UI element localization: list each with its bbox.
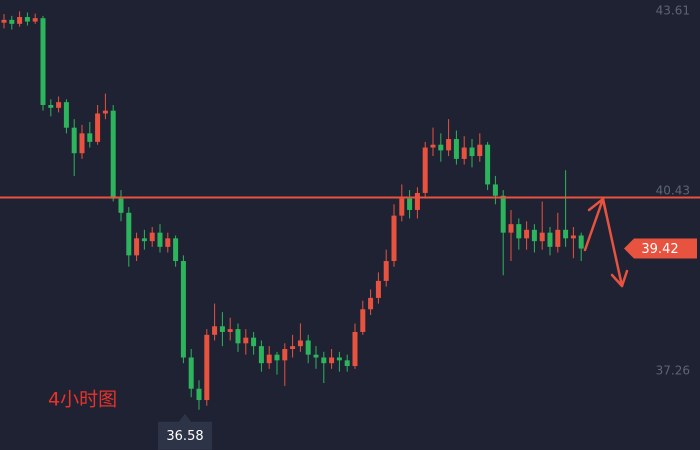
candle-body bbox=[321, 357, 327, 364]
candle-body bbox=[313, 354, 319, 358]
candle-body bbox=[134, 238, 140, 256]
plot-area bbox=[1, 11, 584, 410]
candle-body bbox=[383, 261, 389, 281]
last-price-label: 39.42 bbox=[641, 242, 678, 257]
candle-body bbox=[204, 334, 210, 401]
candle-body bbox=[399, 198, 405, 216]
candle-body bbox=[266, 354, 272, 364]
candle-body bbox=[165, 238, 171, 247]
candle-body bbox=[71, 127, 77, 154]
candle-body bbox=[196, 388, 202, 401]
candle-body bbox=[24, 17, 30, 22]
candle-body bbox=[87, 133, 93, 142]
candle-body bbox=[243, 337, 249, 344]
forecast-path bbox=[583, 197, 624, 288]
candle-body bbox=[352, 331, 358, 367]
candle-body bbox=[492, 184, 498, 196]
candle-body bbox=[212, 326, 218, 335]
candle-body bbox=[180, 261, 186, 358]
candle-body bbox=[290, 346, 296, 349]
candle-body bbox=[438, 144, 444, 151]
annotation-arrows bbox=[583, 197, 629, 288]
candle-body bbox=[9, 19, 15, 24]
candle-body bbox=[118, 198, 124, 213]
candle-body bbox=[157, 232, 163, 247]
y-tick-label: 43.61 bbox=[656, 3, 690, 17]
candle-body bbox=[79, 133, 85, 154]
candle-body bbox=[149, 232, 155, 242]
candle-body bbox=[563, 229, 569, 239]
candle-body bbox=[173, 238, 179, 262]
candle-body bbox=[531, 229, 537, 242]
candle-body bbox=[508, 224, 514, 233]
candle-body bbox=[500, 195, 506, 233]
candle-body bbox=[297, 340, 303, 347]
low-price-label: 36.58 bbox=[166, 429, 203, 444]
candle-body bbox=[32, 18, 38, 22]
candle-body bbox=[360, 309, 366, 332]
candle-body bbox=[516, 224, 522, 239]
candle-body bbox=[539, 232, 545, 242]
candle-body bbox=[329, 357, 335, 364]
candle-body bbox=[48, 104, 54, 108]
candle-body bbox=[188, 357, 194, 389]
candle-body bbox=[102, 110, 108, 114]
low-price-tag bbox=[158, 413, 212, 450]
candle-body bbox=[485, 144, 491, 185]
candle-body bbox=[368, 297, 374, 310]
candle-body bbox=[141, 238, 147, 242]
candle-body bbox=[219, 326, 225, 332]
candle-body bbox=[274, 354, 280, 361]
candle-body bbox=[430, 144, 436, 148]
candle-body bbox=[305, 340, 311, 355]
candle-body bbox=[570, 235, 576, 239]
candle-body bbox=[422, 147, 428, 193]
chart-title: 4小时图 bbox=[48, 389, 117, 411]
candle-body bbox=[282, 348, 288, 361]
candle-body bbox=[227, 329, 233, 332]
candle-body bbox=[17, 17, 23, 24]
arrow-head bbox=[587, 197, 608, 215]
candle-body bbox=[524, 229, 530, 239]
candle-body bbox=[391, 215, 397, 262]
candle-body bbox=[258, 346, 264, 364]
candle-body bbox=[251, 337, 257, 347]
candle-body bbox=[126, 212, 132, 256]
candle-body bbox=[1, 19, 7, 23]
candle-body bbox=[453, 139, 459, 159]
candle-body bbox=[235, 329, 241, 344]
candle-body bbox=[414, 192, 420, 210]
candle-body bbox=[110, 110, 116, 199]
y-tick-label: 40.43 bbox=[656, 184, 690, 198]
last-price-tag bbox=[624, 238, 697, 259]
candle-body bbox=[375, 280, 381, 298]
candle-body bbox=[344, 360, 350, 367]
candle-body bbox=[555, 229, 561, 247]
y-tick-label: 37.26 bbox=[656, 364, 690, 378]
candle-body bbox=[336, 357, 342, 361]
candle-body bbox=[407, 198, 413, 210]
candle-body bbox=[40, 18, 46, 105]
candle-body bbox=[446, 139, 452, 151]
candle-body bbox=[56, 102, 62, 108]
candle-body bbox=[461, 147, 467, 159]
arrow-head bbox=[610, 269, 629, 288]
candle-body bbox=[578, 235, 584, 249]
candle-body bbox=[469, 147, 475, 157]
candle-body bbox=[95, 113, 101, 142]
candle-body bbox=[63, 102, 69, 128]
candle-body bbox=[477, 144, 483, 157]
candle-body bbox=[547, 232, 553, 247]
